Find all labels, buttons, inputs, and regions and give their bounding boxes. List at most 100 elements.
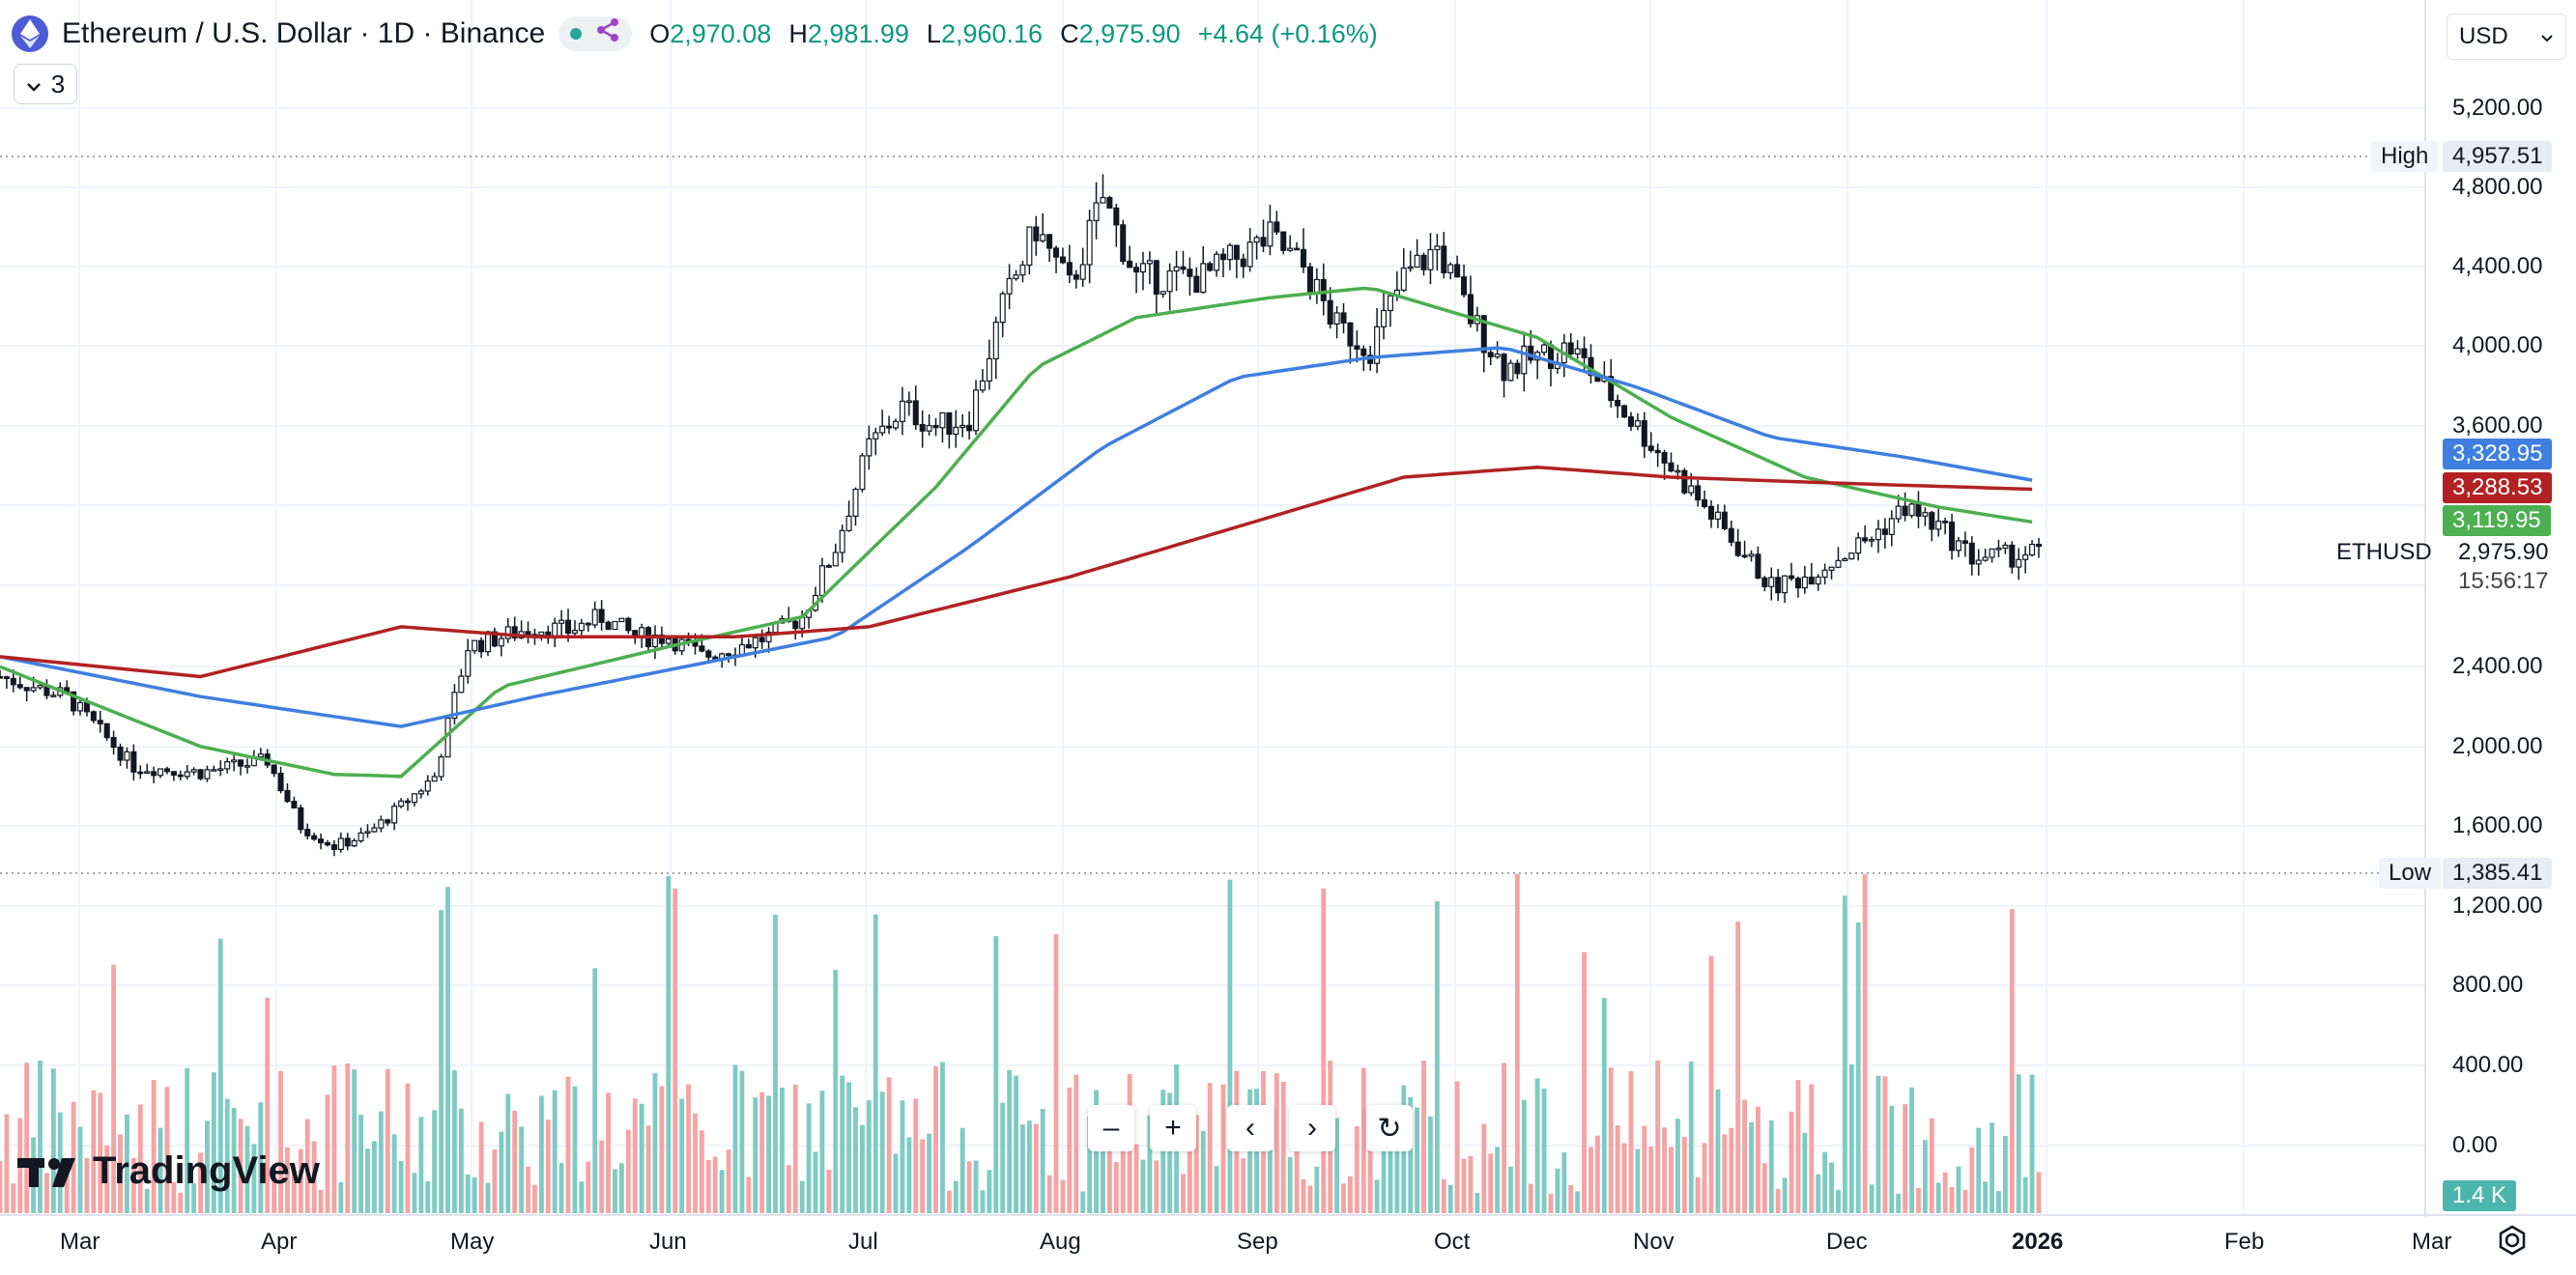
- volume-bar: [866, 1100, 872, 1213]
- volume-bar: [1193, 1115, 1199, 1213]
- candle-body: [71, 691, 77, 712]
- volume-bar: [465, 1174, 471, 1213]
- candle-body: [625, 617, 632, 632]
- volume-bar: [1294, 1148, 1300, 1213]
- candle-body: [1608, 376, 1615, 402]
- volume-bar: [185, 1067, 190, 1213]
- indicators-toggle-button[interactable]: 3: [14, 64, 77, 104]
- candle-body: [30, 687, 37, 692]
- volume-bar: [1461, 1158, 1467, 1213]
- candle-body: [1447, 264, 1454, 273]
- reset-chart-button[interactable]: ↻: [1366, 1105, 1413, 1151]
- candle-body: [1313, 278, 1320, 294]
- volume-bar: [705, 1159, 711, 1213]
- candle-body: [1902, 505, 1908, 517]
- volume-bar: [318, 1189, 324, 1213]
- volume-bar: [1307, 1185, 1313, 1213]
- volume-bar: [38, 1061, 43, 1213]
- market-status-pill[interactable]: [558, 16, 633, 51]
- volume-bar: [1929, 1118, 1934, 1213]
- volume-bar: [1474, 1192, 1480, 1213]
- price-tick-label: 2,400.00: [2452, 653, 2543, 679]
- price-tick-label: 1,200.00: [2452, 892, 2543, 919]
- volume-bar: [178, 1192, 184, 1213]
- candle-body: [873, 432, 879, 439]
- candle-body: [472, 639, 478, 652]
- candle-body: [1079, 264, 1086, 280]
- candle-body: [1480, 315, 1487, 354]
- volume-bar: [1722, 1134, 1728, 1213]
- volume-bar: [391, 1134, 397, 1213]
- symbol-title[interactable]: Ethereum / U.S. Dollar · 1D · Binance: [62, 17, 546, 49]
- candle-body: [953, 426, 959, 436]
- volume-bar: [338, 1181, 344, 1213]
- volume-bar: [699, 1130, 704, 1213]
- tradingview-logo[interactable]: TradingView: [17, 1149, 320, 1193]
- volume-bar: [1983, 1181, 1989, 1213]
- candle-body: [966, 424, 973, 432]
- volume-bar: [278, 1070, 283, 1213]
- chevron-left-icon: ‹: [1245, 1112, 1255, 1144]
- zoom-in-button[interactable]: +: [1150, 1105, 1196, 1151]
- volume-bar: [325, 1094, 330, 1213]
- volume-bar: [645, 1125, 651, 1213]
- candle-body: [103, 722, 110, 739]
- share-icon[interactable]: [595, 17, 620, 50]
- volume-bar: [358, 1115, 363, 1213]
- volume-bar: [792, 1084, 798, 1213]
- candle-body: [1120, 224, 1127, 263]
- candle-body: [1407, 266, 1414, 269]
- volume-bar: [478, 1121, 484, 1213]
- volume-bar: [538, 1095, 544, 1213]
- volume-bar: [579, 1181, 585, 1213]
- volume-bar: [1715, 1089, 1721, 1213]
- volume-bar: [959, 1127, 965, 1213]
- candle-body: [1734, 541, 1741, 556]
- volume-bar: [1989, 1122, 1994, 1213]
- candle-body: [992, 322, 999, 360]
- volume-bar: [11, 1183, 16, 1213]
- volume-bar: [746, 1176, 752, 1213]
- price-tick-label: 2,000.00: [2452, 733, 2543, 759]
- candle-body: [1093, 202, 1100, 221]
- volume-bar: [1428, 1116, 1433, 1213]
- volume-bar: [1903, 1104, 1908, 1213]
- candle-body: [1881, 528, 1888, 535]
- symbol-header: Ethereum / U.S. Dollar · 1D · Binance O2…: [12, 12, 1378, 56]
- candle-body: [337, 837, 344, 850]
- currency-select[interactable]: USD: [2447, 14, 2566, 60]
- volume-bar: [472, 1176, 477, 1213]
- candle-body: [1086, 219, 1093, 266]
- volume-bar: [217, 938, 223, 1213]
- gear-icon[interactable]: [2491, 1219, 2533, 1261]
- candle-body: [758, 637, 765, 642]
- candle-body: [845, 515, 852, 531]
- chart-navigation: – + ‹ › ↻: [1088, 1105, 1413, 1151]
- candle-body: [926, 424, 932, 432]
- volume-bar: [118, 1134, 123, 1213]
- candle-body: [351, 839, 358, 847]
- candle-body: [591, 609, 598, 626]
- candle-body: [1922, 512, 1929, 517]
- volume-bar: [1314, 1166, 1320, 1213]
- volume-bar: [1882, 1076, 1888, 1213]
- candle-body: [211, 769, 217, 772]
- candle-body: [458, 675, 465, 694]
- scroll-right-button[interactable]: ›: [1289, 1105, 1335, 1151]
- scroll-left-button[interactable]: ‹: [1227, 1105, 1274, 1151]
- volume-bar: [946, 1190, 952, 1213]
- chevron-right-icon: ›: [1307, 1112, 1317, 1144]
- volume-bar: [432, 1110, 438, 1213]
- candle-body: [1381, 309, 1388, 327]
- candle-body: [1420, 254, 1427, 270]
- candle-body: [1955, 540, 1962, 552]
- volume-bar: [151, 1079, 157, 1213]
- volume-bar: [686, 1084, 691, 1213]
- zoom-out-button[interactable]: –: [1088, 1105, 1134, 1151]
- volume-bar: [304, 1119, 310, 1213]
- volume-bar: [1468, 1155, 1474, 1213]
- volume-bar: [1621, 1143, 1627, 1213]
- volume-bar: [558, 1162, 564, 1213]
- volume-bar: [726, 1149, 731, 1213]
